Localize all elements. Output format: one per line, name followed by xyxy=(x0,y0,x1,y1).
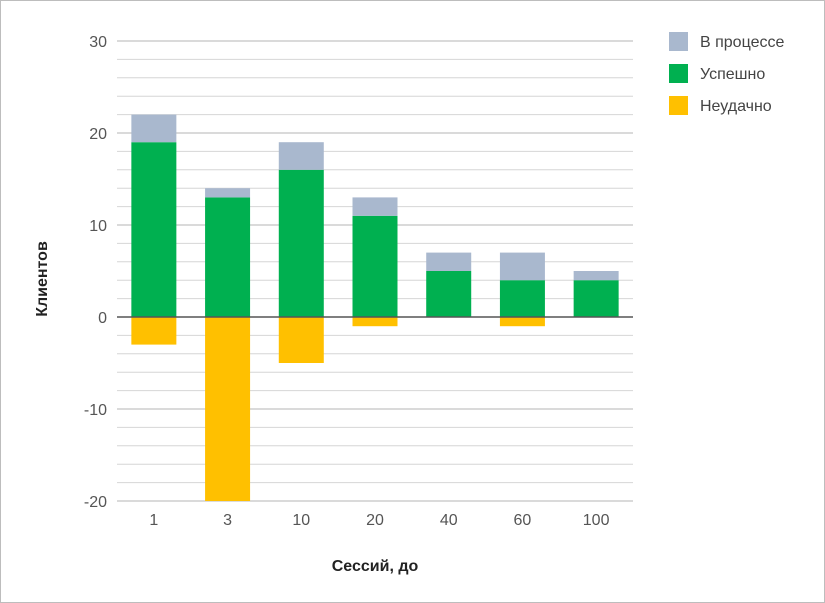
bar-В-процессе-3 xyxy=(205,188,251,198)
x-tick-label: 20 xyxy=(366,512,384,529)
bar-Успешно-40 xyxy=(426,271,472,317)
legend-swatch xyxy=(669,32,688,51)
bar-Успешно-10 xyxy=(278,169,324,317)
bar-Успешно-60 xyxy=(499,280,545,317)
x-tick-label: 100 xyxy=(583,512,610,529)
y-axis-ticks: -20 -10 0 10 20 30 xyxy=(84,34,107,511)
bar-Успешно-3 xyxy=(205,197,251,317)
x-tick-label: 1 xyxy=(149,512,158,529)
x-tick-label: 10 xyxy=(292,512,310,529)
y-tick-label: -20 xyxy=(84,494,107,511)
bar-В-процессе-60 xyxy=(499,252,545,281)
bar-В-процессе-40 xyxy=(426,252,472,271)
bar-Неудачно-10 xyxy=(278,317,324,363)
legend: В процессе Успешно Неудачно xyxy=(669,32,784,115)
legend-swatch xyxy=(669,64,688,83)
legend-label: Неудачно xyxy=(700,98,772,115)
y-tick-label: -10 xyxy=(84,402,107,419)
bar-В-процессе-20 xyxy=(352,197,398,216)
bar-Успешно-100 xyxy=(573,280,619,317)
bar-Неудачно-1 xyxy=(131,317,177,345)
y-tick-label: 0 xyxy=(98,310,107,327)
legend-swatch xyxy=(669,96,688,115)
x-tick-label: 40 xyxy=(440,512,458,529)
bar-Неудачно-60 xyxy=(499,317,545,327)
y-tick-label: 10 xyxy=(89,218,107,235)
y-axis-title: Клиентов xyxy=(34,241,51,317)
y-tick-label: 20 xyxy=(89,126,107,143)
bars xyxy=(131,114,619,501)
bar-Неудачно-3 xyxy=(205,317,251,501)
x-tick-label: 60 xyxy=(514,512,532,529)
bar-Успешно-1 xyxy=(131,142,177,317)
bar-В-процессе-1 xyxy=(131,114,177,143)
legend-label: В процессе xyxy=(700,34,784,51)
x-axis-ticks: 1 3 10 20 40 60 100 xyxy=(149,512,609,529)
bar-В-процессе-100 xyxy=(573,271,619,281)
x-axis-title: Сессий, до xyxy=(332,558,419,575)
bar-Успешно-20 xyxy=(352,215,398,317)
legend-label: Успешно xyxy=(700,66,765,83)
bar-В-процессе-10 xyxy=(278,142,324,170)
y-tick-label: 30 xyxy=(89,34,107,51)
x-tick-label: 3 xyxy=(223,512,232,529)
bar-Неудачно-20 xyxy=(352,317,398,327)
